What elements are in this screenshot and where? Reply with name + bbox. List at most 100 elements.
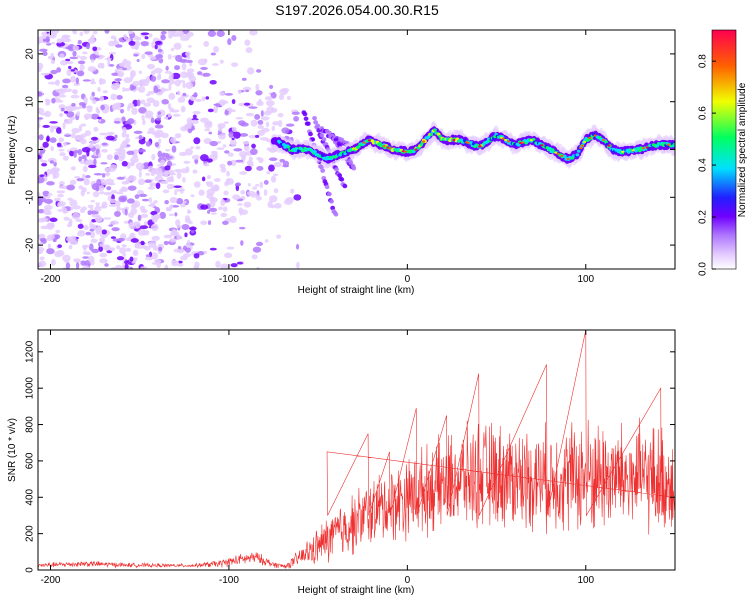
spectral-blob [122, 67, 127, 71]
spectral-blob [60, 59, 68, 66]
spectral-blob [108, 51, 117, 55]
spectral-blob [242, 86, 252, 91]
spectral-blob [130, 238, 139, 243]
spectral-blob [117, 237, 125, 242]
spectral-blob [184, 232, 188, 238]
spectral-blob [588, 136, 592, 139]
spectral-blob [244, 165, 252, 172]
spectral-blob [193, 181, 201, 188]
spectral-blob [125, 237, 131, 242]
spectral-blob [87, 204, 94, 209]
spectral-blob [165, 206, 171, 211]
spectral-blob [233, 131, 241, 139]
spectral-blob [63, 118, 73, 125]
spectral-blob [114, 154, 119, 161]
spectral-blob [226, 107, 233, 112]
spectral-blob [240, 240, 244, 246]
spectral-blob [149, 56, 157, 60]
spectral-blob [125, 133, 130, 138]
spectral-blob [123, 244, 127, 248]
spectral-blob [119, 155, 124, 159]
snr-y-ticks: 0 200 400 600 800 1000 1200 [25, 340, 675, 573]
spectral-blob [68, 65, 72, 70]
spectral-blob [388, 147, 392, 150]
spectral-blob [177, 96, 186, 103]
spectral-blob [320, 168, 326, 173]
spectral-blob [46, 248, 55, 255]
spectral-blob [91, 91, 95, 97]
y-tick-label: 600 [25, 452, 36, 469]
spectral-blob [219, 91, 225, 96]
spectral-blob [258, 157, 264, 164]
spectral-blob [131, 107, 138, 115]
spectral-blob [563, 154, 567, 158]
spectral-blob [251, 143, 256, 149]
spectral-blob [49, 160, 54, 164]
x-tick-label: 100 [577, 274, 594, 285]
spectral-blob [190, 146, 194, 149]
spectral-blob [124, 208, 128, 216]
spectral-blob [516, 143, 521, 147]
spectral-blob [151, 235, 160, 241]
spectral-blob [351, 166, 357, 171]
spectral-blob [154, 44, 158, 50]
spectral-blob [114, 210, 121, 218]
spectral-blob [121, 116, 126, 123]
spectral-blob [560, 154, 564, 157]
spectral-blob [260, 116, 270, 121]
spectral-blob [80, 123, 87, 127]
spectrogram-x-ticks: -200 -100 0 100 [40, 30, 595, 285]
spectral-blob [123, 140, 129, 145]
spectral-blob [321, 137, 327, 142]
spectral-blob [66, 108, 74, 112]
spectral-blob [540, 144, 544, 147]
spectral-blob [144, 110, 154, 117]
spectral-blob [123, 186, 128, 192]
spectral-blob [134, 194, 140, 199]
spectral-blob [160, 132, 169, 139]
spectral-blob [187, 45, 192, 48]
spectral-blob [575, 153, 580, 157]
spectral-blob [125, 37, 131, 43]
spectral-blob [576, 149, 581, 153]
spectral-blob [241, 77, 247, 81]
spectral-blob [138, 70, 143, 75]
spectral-blob [249, 193, 259, 198]
spectral-blob [62, 78, 71, 84]
spectral-blob [281, 127, 290, 134]
spectral-blob [101, 62, 105, 69]
spectral-blob [147, 165, 154, 173]
spectral-blob [89, 53, 97, 61]
spectral-blob [404, 150, 408, 153]
spectral-blob [136, 59, 140, 62]
spectral-blob [556, 152, 560, 155]
spectral-blob [180, 168, 188, 174]
spectral-blob [136, 99, 141, 107]
spectral-blob [140, 240, 145, 246]
y-tick-label: 1000 [25, 377, 36, 400]
spectral-blob [122, 126, 127, 134]
spectral-blob [38, 107, 45, 115]
spectral-blob [80, 133, 87, 138]
spectral-blob [105, 171, 110, 177]
spectral-blob [38, 121, 41, 129]
x-tick-label: 0 [405, 274, 411, 285]
spectral-blob [334, 167, 339, 172]
spectral-blob [86, 43, 90, 50]
spectral-blob [41, 162, 48, 167]
spectral-blob [207, 108, 214, 113]
spectral-blob [319, 133, 325, 138]
spectral-blob [73, 175, 81, 179]
spectral-blob [256, 69, 262, 73]
spectral-blob [235, 182, 242, 187]
spectral-blob [140, 40, 149, 47]
spectral-blob [90, 113, 100, 120]
spectral-blob [138, 134, 143, 140]
spectral-blob [79, 63, 85, 71]
spectral-blob [73, 150, 80, 154]
spectral-blob [157, 111, 162, 115]
spectral-blob [209, 79, 217, 85]
spectral-blob [272, 121, 280, 126]
spectral-blob [290, 188, 295, 194]
spectral-blob [245, 47, 253, 54]
